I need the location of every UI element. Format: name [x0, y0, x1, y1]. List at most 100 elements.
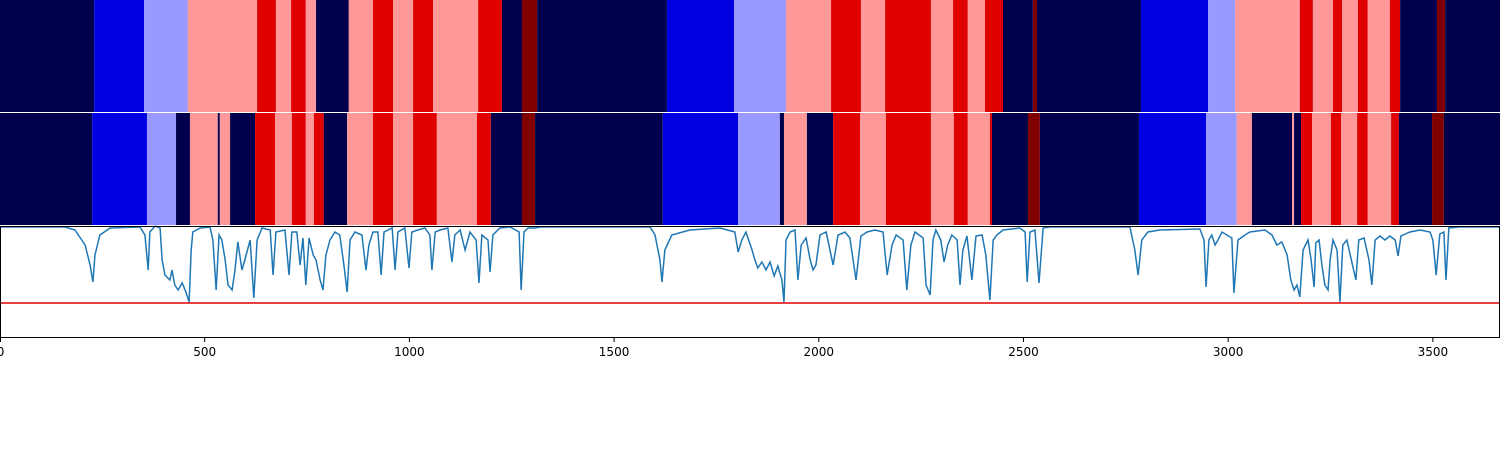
segment: [314, 113, 324, 225]
segment: [521, 113, 536, 225]
segment: [738, 113, 780, 225]
segment: [257, 0, 276, 112]
segment: [806, 113, 834, 225]
segment: [1039, 113, 1139, 225]
segment: [1235, 0, 1300, 112]
segment: [537, 0, 667, 112]
line-series: [0, 225, 1500, 303]
segment: [967, 113, 990, 225]
segment: [230, 113, 256, 225]
segment: [372, 0, 394, 112]
segment: [0, 113, 93, 225]
segment: [967, 0, 985, 112]
segment: [662, 113, 739, 225]
segment: [989, 113, 992, 225]
x-tick-label: 0: [0, 345, 4, 359]
segment: [187, 0, 258, 112]
segment: [833, 113, 861, 225]
segment: [146, 113, 177, 225]
segment: [535, 113, 663, 225]
segment: [433, 0, 479, 112]
segment: [734, 0, 787, 112]
segment: [478, 0, 502, 112]
segment: [144, 0, 188, 112]
x-tick-label: 2000: [804, 345, 835, 359]
segment: [521, 0, 538, 112]
segment: [1332, 0, 1342, 112]
segment: [1341, 113, 1358, 225]
segment: [1432, 113, 1444, 225]
segment: [316, 0, 349, 112]
segment: [953, 0, 968, 112]
segment: [348, 0, 373, 112]
segment: [291, 0, 306, 112]
segment: [1292, 113, 1295, 225]
segment: [1301, 113, 1313, 225]
segment: [305, 0, 317, 112]
segment: [436, 113, 477, 225]
segment: [786, 0, 832, 112]
segment: [490, 113, 522, 225]
segment: [666, 0, 735, 112]
segment: [92, 113, 147, 225]
segment: [1357, 0, 1368, 112]
segment: [413, 113, 437, 225]
segment: [291, 113, 306, 225]
segment: [476, 113, 491, 225]
segment: [255, 113, 276, 225]
segment: [860, 113, 886, 225]
segment: [1330, 113, 1342, 225]
segment: [1003, 0, 1033, 112]
segment: [323, 113, 348, 225]
segment: [0, 0, 95, 112]
segment: [275, 0, 292, 112]
segment: [1443, 113, 1500, 225]
segment: [779, 113, 784, 225]
segment: [953, 113, 968, 225]
segment: [1138, 113, 1207, 225]
segment: [275, 113, 292, 225]
segment: [984, 0, 1004, 112]
segment: [372, 113, 394, 225]
segment: [885, 113, 931, 225]
segment: [1398, 113, 1433, 225]
segment: [1206, 113, 1237, 225]
segment: [885, 0, 931, 112]
x-tick-label: 3500: [1418, 345, 1449, 359]
x-tick-label: 1000: [394, 345, 425, 359]
segment: [393, 113, 414, 225]
segment: [189, 113, 218, 225]
segment: [991, 113, 1028, 225]
segment: [217, 113, 220, 225]
segment: [831, 0, 861, 112]
segment: [1251, 113, 1293, 225]
segment: [1032, 0, 1037, 112]
segment: [1208, 0, 1236, 112]
x-tick-label: 3000: [1213, 345, 1244, 359]
segment: [1294, 113, 1302, 225]
segment: [930, 0, 954, 112]
segment: [1391, 113, 1399, 225]
segment: [347, 113, 373, 225]
segment: [305, 113, 315, 225]
x-tick-label: 1500: [599, 345, 630, 359]
segment: [1367, 0, 1390, 112]
segment: [1312, 0, 1333, 112]
segment: [1436, 0, 1446, 112]
x-tick-label: 2500: [1008, 345, 1039, 359]
segment: [1027, 113, 1040, 225]
segment: [94, 0, 145, 112]
segment: [930, 113, 954, 225]
segment: [176, 113, 190, 225]
segment: [1236, 113, 1252, 225]
segment: [1445, 0, 1500, 112]
segment: [1341, 0, 1358, 112]
segment: [1036, 0, 1141, 112]
segment: [1299, 0, 1313, 112]
segment: [393, 0, 414, 112]
x-tick-label: 500: [193, 345, 216, 359]
segment: [1312, 113, 1331, 225]
segment: [1400, 0, 1437, 112]
